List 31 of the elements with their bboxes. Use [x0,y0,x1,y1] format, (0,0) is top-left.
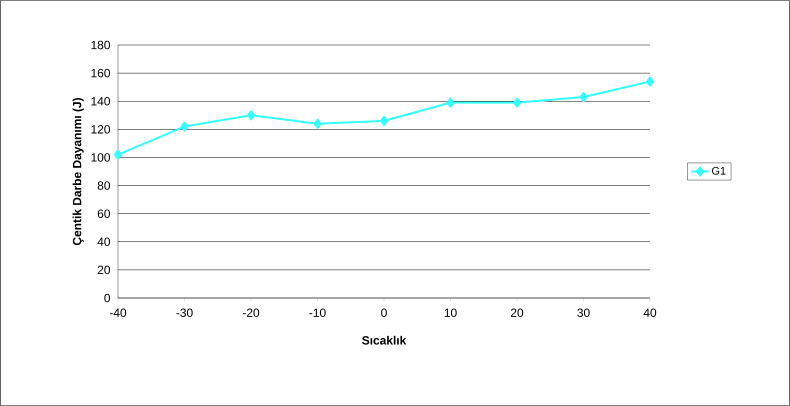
y-tick-label: 120 [91,125,110,134]
y-tick-label: 160 [91,68,110,78]
x-tick-label: 20 [510,308,524,317]
x-tick-label: -20 [242,308,260,317]
y-tick-label: 0 [104,294,110,302]
y-tick-label: 180 [91,40,110,50]
y-tick-label: 100 [91,153,110,162]
point [380,116,388,126]
y-tick-label: 140 [91,96,110,106]
y-tick-label: 60 [98,209,110,218]
x-tick-label: -10 [309,308,326,317]
point [513,98,521,108]
x-tick-label: -30 [176,308,193,317]
x-tick-label: 0 [381,308,387,317]
point [314,118,322,129]
point [446,98,454,108]
legend-label: G1 [712,166,726,175]
point [114,150,122,160]
y-tick-label: 80 [98,181,110,190]
y-tick-label: 40 [97,238,110,246]
x-axis-title: Sıcaklık [362,336,406,345]
point [247,110,255,120]
y-axis-title: Çentik Darbe Dayanımı (J) [72,98,84,246]
point [180,122,188,132]
point [646,76,654,87]
x-tick-label: -40 [110,308,126,317]
x-tick-label: 10 [444,308,457,317]
x-tick-label: 30 [577,308,590,317]
y-tick-label: 20 [98,266,110,274]
point [579,92,588,102]
x-tick-label: 40 [644,308,656,317]
